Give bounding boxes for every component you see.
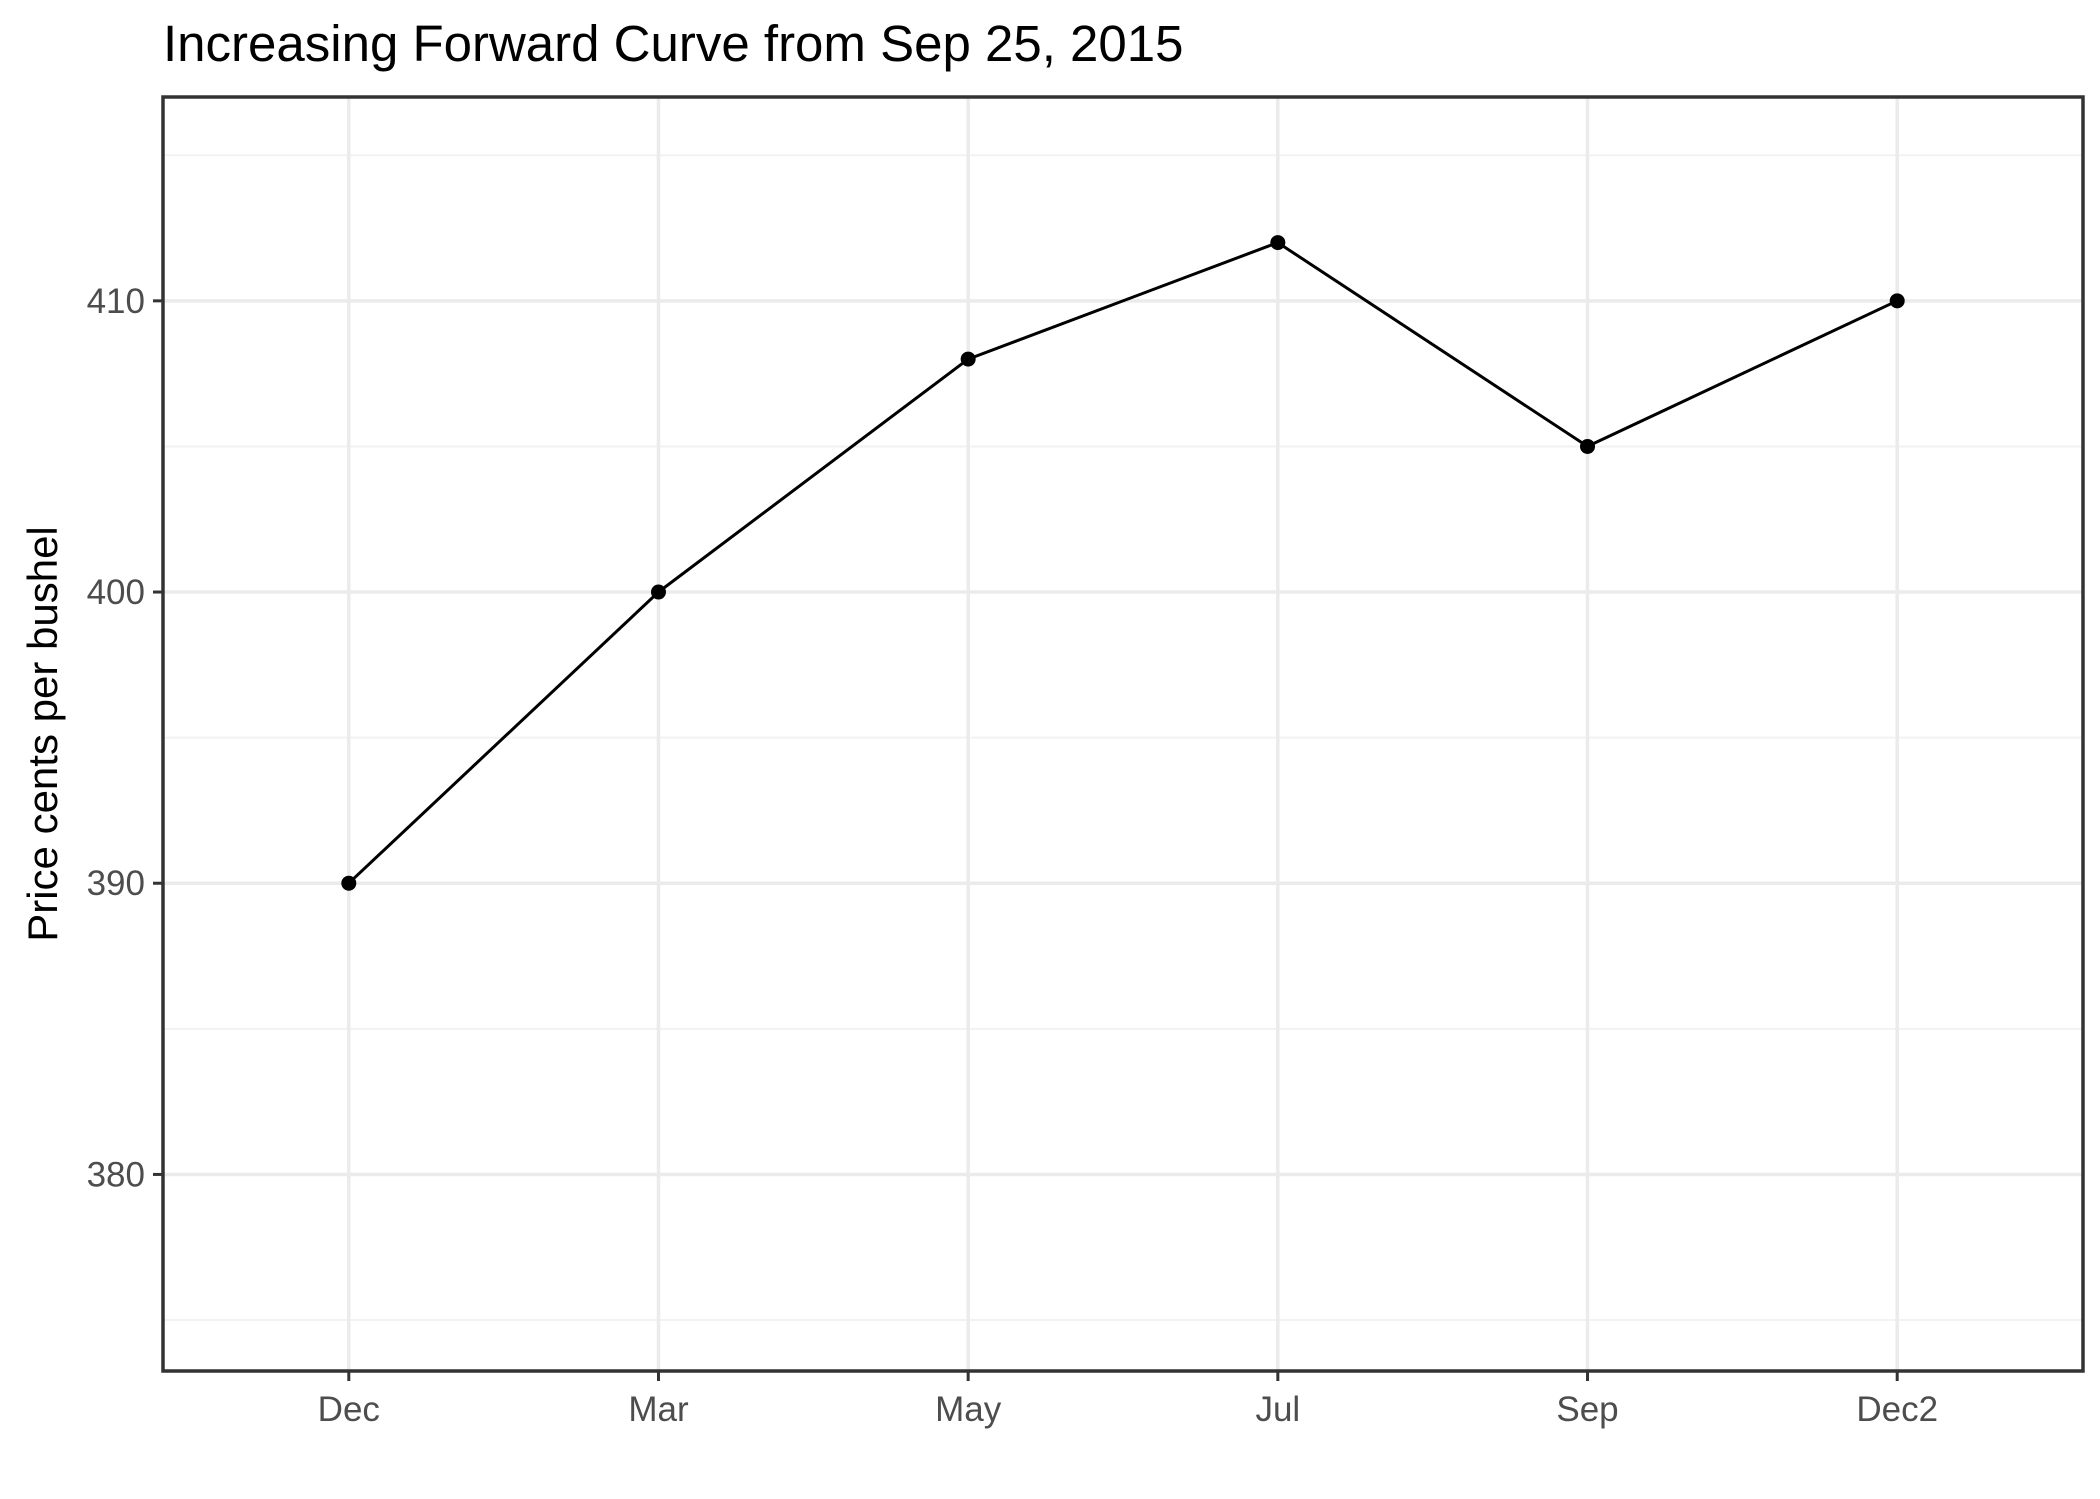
x-tick-label-dec2: Dec2 xyxy=(1856,1390,1938,1429)
minor-gridlines xyxy=(163,154,2083,1322)
data-point-mar xyxy=(650,584,666,600)
x-axis: Dec Mar May Jul Sep Dec2 xyxy=(318,1371,1938,1429)
y-axis: 380 390 400 410 xyxy=(87,282,163,1194)
y-tick-label-390: 390 xyxy=(87,864,145,903)
x-tick-label-may: May xyxy=(935,1390,1002,1429)
y-axis-label: Price cents per bushel xyxy=(19,526,66,942)
series-layer xyxy=(341,235,1905,891)
chart-title: Increasing Forward Curve from Sep 25, 20… xyxy=(163,15,1184,72)
data-point-may xyxy=(960,351,976,367)
data-point-sep xyxy=(1580,438,1596,454)
panel-border xyxy=(161,95,2085,1373)
data-point-dec2 xyxy=(1889,293,1905,309)
x-tick-label-dec: Dec xyxy=(318,1390,380,1429)
series-line-0 xyxy=(347,241,1898,885)
x-tick-label-mar: Mar xyxy=(628,1390,689,1429)
y-tick-label-380: 380 xyxy=(87,1155,145,1194)
x-tick-label-sep: Sep xyxy=(1556,1390,1618,1429)
data-point-jul xyxy=(1270,235,1286,251)
y-tick-label-400: 400 xyxy=(87,573,145,612)
x-tick-label-jul: Jul xyxy=(1255,1390,1300,1429)
data-point-dec xyxy=(341,875,357,891)
y-tick-label-410: 410 xyxy=(87,282,145,321)
